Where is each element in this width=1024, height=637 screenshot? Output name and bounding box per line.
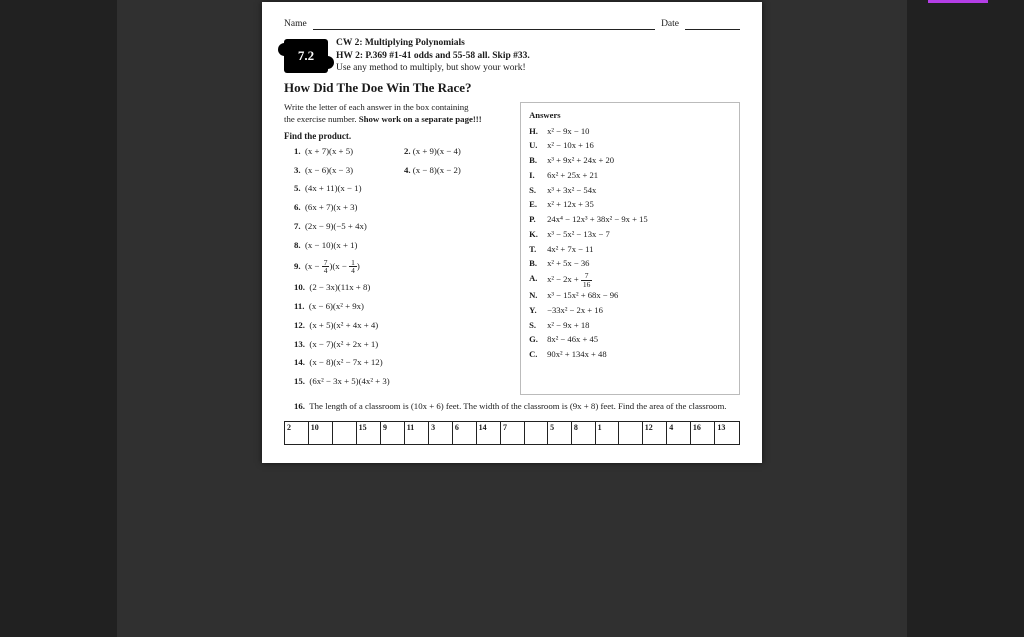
hw-line: HW 2: P.369 #1-41 odds and 55-58 all. Sk… (336, 50, 530, 63)
answer-line: I.6x² + 25x + 21 (529, 169, 731, 183)
problem-item: 12. (x + 5)(x² + 4x + 4) (294, 320, 506, 332)
answer-cell-blank (619, 422, 642, 445)
problem-item: 5. (4x + 11)(x − 1) (294, 183, 506, 195)
answer-line: U.x² − 10x + 16 (529, 139, 731, 153)
problems-list: 1. (x + 7)(x + 5)2. (x + 9)(x − 4) 3. (x … (284, 146, 506, 389)
riddle-title: How Did The Doe Win The Race? (284, 79, 740, 97)
answer-cell: 6 (452, 422, 476, 445)
problem-item: 3. (x − 6)(x − 3)4. (x − 8)(x − 2) (294, 165, 506, 177)
problem-item: 11. (x − 6)(x² + 9x) (294, 301, 506, 313)
answer-cell: 2 (285, 422, 309, 445)
status-indicator (928, 0, 988, 3)
answer-cell: 8 (571, 422, 595, 445)
date-blank (685, 18, 740, 30)
intro-line2b: Show work on a separate page!!! (359, 114, 482, 124)
instructions: Write the letter of each answer in the b… (284, 102, 506, 126)
problem-item: 9. (x − 74)(x − 14) (294, 259, 506, 275)
lesson-header: 7.2 CW 2: Multiplying Polynomials HW 2: … (284, 37, 740, 75)
date-label: Date (661, 18, 679, 31)
answer-cell-blank (524, 422, 547, 445)
answer-line: P.24x⁴ − 12x³ + 38x² − 9x + 15 (529, 213, 731, 227)
answer-line: B.x² + 5x − 36 (529, 257, 731, 271)
answer-line: G.8x² − 46x + 45 (529, 333, 731, 347)
problem-item: 1. (x + 7)(x + 5)2. (x + 9)(x − 4) (294, 146, 506, 158)
worksheet-page: Name Date 7.2 CW 2: Multiplying Polynomi… (262, 2, 762, 463)
answer-grid-row: 210 1591136147 581 1241613 (285, 422, 740, 445)
header-text: CW 2: Multiplying Polynomials HW 2: P.36… (336, 37, 530, 75)
problems-column: Write the letter of each answer in the b… (284, 102, 506, 395)
sub-line: Use any method to multiply, but show you… (336, 62, 530, 75)
answer-line: H.x² − 9x − 10 (529, 125, 731, 139)
word-problem-text: The length of a classroom is (10x + 6) f… (309, 401, 726, 411)
answer-cell: 3 (429, 422, 453, 445)
answer-line: N.x³ − 15x² + 68x − 96 (529, 289, 731, 303)
answer-line: A.x² − 2x + 716 (529, 272, 731, 288)
answer-cell: 13 (715, 422, 740, 445)
problem-item: 14. (x − 8)(x² − 7x + 12) (294, 357, 506, 369)
puzzle-badge: 7.2 (284, 39, 328, 73)
answers-header: Answers (529, 109, 731, 123)
intro-line1: Write the letter of each answer in the b… (284, 102, 469, 112)
answer-cell: 9 (381, 422, 405, 445)
name-blank (313, 18, 655, 30)
problem-item: 10. (2 − 3x)(11x + 8) (294, 282, 506, 294)
problem-item: 8. (x − 10)(x + 1) (294, 240, 506, 252)
answer-cell: 4 (667, 422, 691, 445)
word-problem: 16. The length of a classroom is (10x + … (294, 401, 740, 413)
answer-cell: 11 (404, 422, 428, 445)
answer-cell: 7 (501, 422, 525, 445)
problem-item: 15. (6x² − 3x + 5)(4x² + 3) (294, 376, 506, 388)
name-date-row: Name Date (284, 18, 740, 31)
problem-item: 6. (6x + 7)(x + 3) (294, 202, 506, 214)
answer-line: S.x² − 9x + 18 (529, 319, 731, 333)
answer-cell: 10 (308, 422, 332, 445)
answer-cell: 14 (476, 422, 500, 445)
answer-line: T.4x² + 7x − 11 (529, 243, 731, 257)
answer-grid: 210 1591136147 581 1241613 (284, 421, 740, 445)
answer-line: E.x² + 12x + 35 (529, 198, 731, 212)
answers-box: Answers H.x² − 9x − 10U.x² − 10x + 16B.x… (520, 102, 740, 395)
badge-number: 7.2 (298, 47, 314, 65)
answer-line: K.x³ − 5x² − 13x − 7 (529, 228, 731, 242)
section-label: Find the product. (284, 130, 506, 142)
answer-line: Y.−33x² − 2x + 16 (529, 304, 731, 318)
word-problem-num: 16. (294, 401, 305, 411)
answer-line: S.x³ + 3x² − 54x (529, 184, 731, 198)
answers-list: H.x² − 9x − 10U.x² − 10x + 16B.x³ + 9x² … (529, 125, 731, 362)
answer-cell-blank (333, 422, 356, 445)
problem-item: 13. (x − 7)(x² + 2x + 1) (294, 339, 506, 351)
answer-cell: 15 (356, 422, 380, 445)
answer-cell: 16 (690, 422, 714, 445)
answer-cell: 12 (642, 422, 666, 445)
cw-line: CW 2: Multiplying Polynomials (336, 37, 530, 50)
answer-line: B.x³ + 9x² + 24x + 20 (529, 154, 731, 168)
name-label: Name (284, 18, 307, 31)
answer-cell: 5 (548, 422, 572, 445)
content-columns: Write the letter of each answer in the b… (284, 102, 740, 395)
intro-line2a: the exercise number. (284, 114, 359, 124)
problem-item: 7. (2x − 9)(−5 + 4x) (294, 221, 506, 233)
answer-cell: 1 (595, 422, 619, 445)
answer-line: C.90x² + 134x + 48 (529, 348, 731, 362)
viewer-background: Name Date 7.2 CW 2: Multiplying Polynomi… (117, 0, 907, 637)
